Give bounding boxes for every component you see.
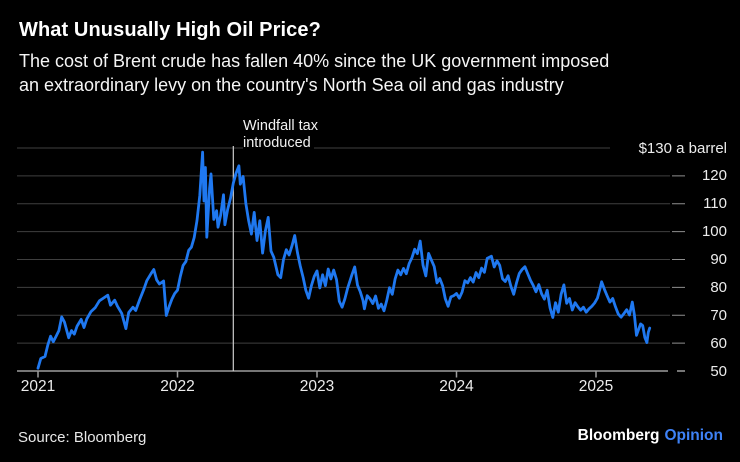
x-tick-label-2025: 2025 [578,378,614,395]
y-tick-label-120: 120 [701,167,727,185]
x-tick-label-2021: 2021 [20,378,56,395]
y-tick-label-110: 110 [703,195,727,213]
chart-subtitle: The cost of Brent crude has fallen 40% s… [19,50,609,97]
logo-opinion: Opinion [664,427,723,444]
annotation-line-2: introduced [243,135,314,152]
y-axis-unit-label: $130 a barrel [638,139,727,157]
x-tick-label-2024: 2024 [439,378,474,395]
y-tick-label-100: 100 [701,223,727,241]
x-tick-label-2022: 2022 [160,378,195,395]
y-tick-label-90: 90 [710,251,727,268]
bloomberg-opinion-logo: Bloomberg Opinion [578,427,723,445]
source-credit: Source: Bloomberg [18,429,147,446]
y-tick-label-50: 50 [710,362,727,380]
page-title: What Unusually High Oil Price? [19,19,321,41]
x-tick-label-2023: 2023 [299,378,335,395]
logo-bloomberg: Bloomberg [577,427,660,444]
subtitle-line-2: an extraordinary levy on the country's N… [19,74,564,95]
y-tick-label-60: 60 [710,334,727,352]
y-tick-label-70: 70 [710,306,727,324]
windfall-tax-annotation: Windfall tax introduced [243,118,321,152]
annotation-line-1: Windfall tax [243,118,321,135]
subtitle-line-1: The cost of Brent crude has fallen 40% s… [19,51,610,71]
brent-price-line [36,150,652,370]
y-tick-label-80: 80 [710,278,727,296]
